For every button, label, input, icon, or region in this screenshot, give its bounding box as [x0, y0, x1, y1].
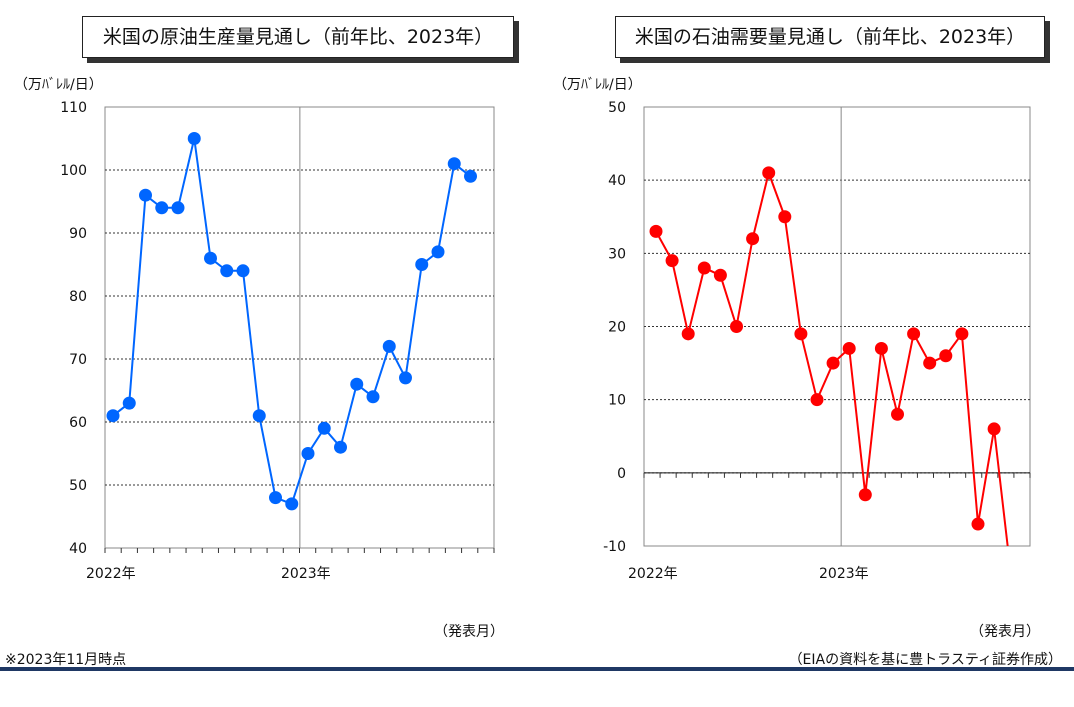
chart1-data-point	[464, 169, 477, 183]
chart2-data-point	[939, 349, 953, 363]
chart2-data-point	[713, 268, 727, 282]
chart1-data-point	[431, 245, 445, 259]
chart2-x-tick-label: 2022年	[628, 566, 678, 582]
chart2-data-point	[907, 327, 921, 341]
chart1-y-unit: （万ﾊﾞﾚﾙ/日）	[14, 77, 103, 93]
chart2-data-point	[955, 327, 969, 341]
chart1-data-point	[350, 377, 364, 391]
chart2-title: 米国の石油需要量見通し（前年比、2023年）	[615, 16, 1045, 58]
chart2-data-point	[665, 254, 679, 268]
chart2-y-tick-label: 30	[608, 246, 626, 262]
chart1-data-point	[334, 440, 347, 454]
chart2-data-point	[810, 393, 824, 407]
chart2-data-point	[697, 261, 711, 275]
chart2-data-point	[891, 407, 904, 421]
footer-divider	[0, 667, 1074, 671]
chart1-y-tick-label: 90	[69, 226, 87, 242]
chart2-x-axis-label: （発表月）	[970, 624, 1040, 640]
chart1-data-point	[301, 447, 315, 460]
chart2-y-tick-label: 0	[617, 466, 626, 482]
chart2-y-tick-label: -10	[603, 539, 626, 555]
chart1-y-tick-label: 100	[60, 163, 87, 179]
chart1-data-point	[187, 132, 201, 145]
chart2-data-point	[858, 488, 872, 502]
chart1-data-point	[269, 491, 282, 505]
chart1-data-point	[285, 497, 299, 511]
chart2-data-point	[842, 341, 856, 355]
chart2-data-point	[681, 327, 695, 341]
source-credit: （EIAの資料を基に豊トラスティ証券作成）	[788, 652, 1062, 668]
chart1-y-tick-label: 40	[69, 541, 87, 557]
chart1-y-tick-label: 50	[69, 478, 87, 494]
chart2-y-tick-label: 40	[608, 173, 626, 189]
chart1-title: 米国の原油生産量見通し（前年比、2023年）	[82, 16, 514, 58]
chart1-data-point	[139, 188, 152, 202]
chart2-data-point	[762, 166, 776, 180]
chart2-data-point	[778, 210, 792, 224]
chart1-data-point	[122, 396, 136, 410]
chart1-data-point	[220, 264, 234, 278]
footnote: ※2023年11月時点	[5, 652, 127, 668]
chart1-series-line	[112, 138, 472, 506]
chart2-y-tick-label: 20	[608, 320, 626, 336]
chart2-x-tick-label: 2023年	[819, 566, 869, 582]
chart1-data-point	[171, 201, 185, 215]
chart1-y-tick-label: 60	[69, 415, 87, 431]
chart2-data-point	[794, 327, 808, 341]
chart2-y-unit: （万ﾊﾞﾚﾙ/日）	[553, 77, 642, 93]
chart1-data-point	[252, 409, 266, 423]
chart2-y-tick-label: 10	[608, 393, 626, 409]
chart2-y-tick-label: 50	[608, 100, 626, 116]
chart1-data-point	[317, 421, 331, 435]
chart2-data-point	[923, 356, 937, 370]
chart1-data-point	[399, 371, 412, 385]
chart1-data-point	[155, 201, 169, 215]
chart1-data-point	[106, 409, 120, 423]
chart2-data-point	[874, 341, 888, 355]
chart1-y-tick-label: 80	[69, 289, 87, 305]
chart2-data-point	[987, 422, 1001, 436]
chart2-series-line	[655, 169, 1009, 546]
chart2-data-point	[746, 232, 760, 246]
chart1-data-point	[366, 390, 380, 404]
chart1-data-point	[382, 339, 396, 353]
chart1-data-point	[204, 251, 217, 265]
chart1-data-point	[236, 264, 250, 278]
chart1-x-axis-label: （発表月）	[434, 624, 504, 640]
chart2-data-point	[730, 320, 743, 333]
chart2-data-point	[826, 356, 840, 370]
chart2-data-point	[649, 224, 663, 238]
chart1-data-point	[415, 258, 429, 271]
chart1-data-point	[447, 157, 461, 171]
chart1-y-tick-label: 110	[60, 100, 87, 116]
chart1-y-tick-label: 70	[69, 352, 87, 368]
chart1-x-tick-label: 2023年	[281, 566, 331, 582]
chart1-x-tick-label: 2022年	[86, 566, 136, 582]
chart2-data-point	[971, 517, 985, 531]
